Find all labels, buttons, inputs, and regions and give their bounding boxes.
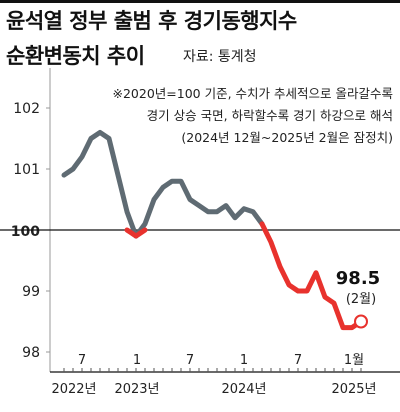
series-dip-below-100	[124, 227, 148, 239]
y-tick-label-99: 99	[22, 284, 40, 300]
y-tick-label-100: 100	[11, 224, 40, 240]
series-line-gray	[61, 129, 265, 239]
note-line-2: 경기 상승 국면, 하락할수록 경기 하강으로 해석	[147, 108, 393, 123]
note-line-3: (2024년 12월~2025년 2월은 잠정치)	[181, 130, 393, 145]
year-label-2023: 2023년	[114, 382, 159, 397]
year-label-2022: 2022년	[51, 382, 96, 397]
x-tick-label-2023-01: 1	[133, 353, 141, 368]
x-axis-ticks	[63, 368, 362, 372]
series-line-red	[259, 221, 364, 331]
year-label-2024: 2024년	[221, 382, 266, 397]
x-tick-label-2024-01: 1	[240, 353, 248, 368]
latest-point-marker	[354, 314, 368, 329]
x-tick-label-2024-07: 7	[294, 353, 302, 368]
chart-title-line-2: 순환변동치 추이	[6, 44, 145, 68]
y-tick-label-98: 98	[22, 345, 40, 361]
callout-month: (2월)	[346, 292, 376, 307]
chart-title-line-1: 윤석열 정부 출범 후 경기동행지수	[6, 9, 297, 33]
y-tick-label-102: 102	[13, 101, 40, 117]
x-tick-label-2025-01: 1월	[344, 353, 364, 368]
source-label: 자료: 통계청	[183, 49, 257, 65]
y-tick-label-101: 101	[13, 162, 40, 178]
callout-value: 98.5	[336, 268, 380, 289]
x-tick-label-2023-07: 7	[186, 353, 194, 368]
note-line-1: ※2020년=100 기준, 수치가 추세적으로 올라갈수록	[113, 86, 394, 101]
year-label-2025: 2025년	[331, 382, 376, 397]
top-rule	[0, 0, 400, 3]
x-tick-label-2022-07: 7	[78, 353, 86, 368]
